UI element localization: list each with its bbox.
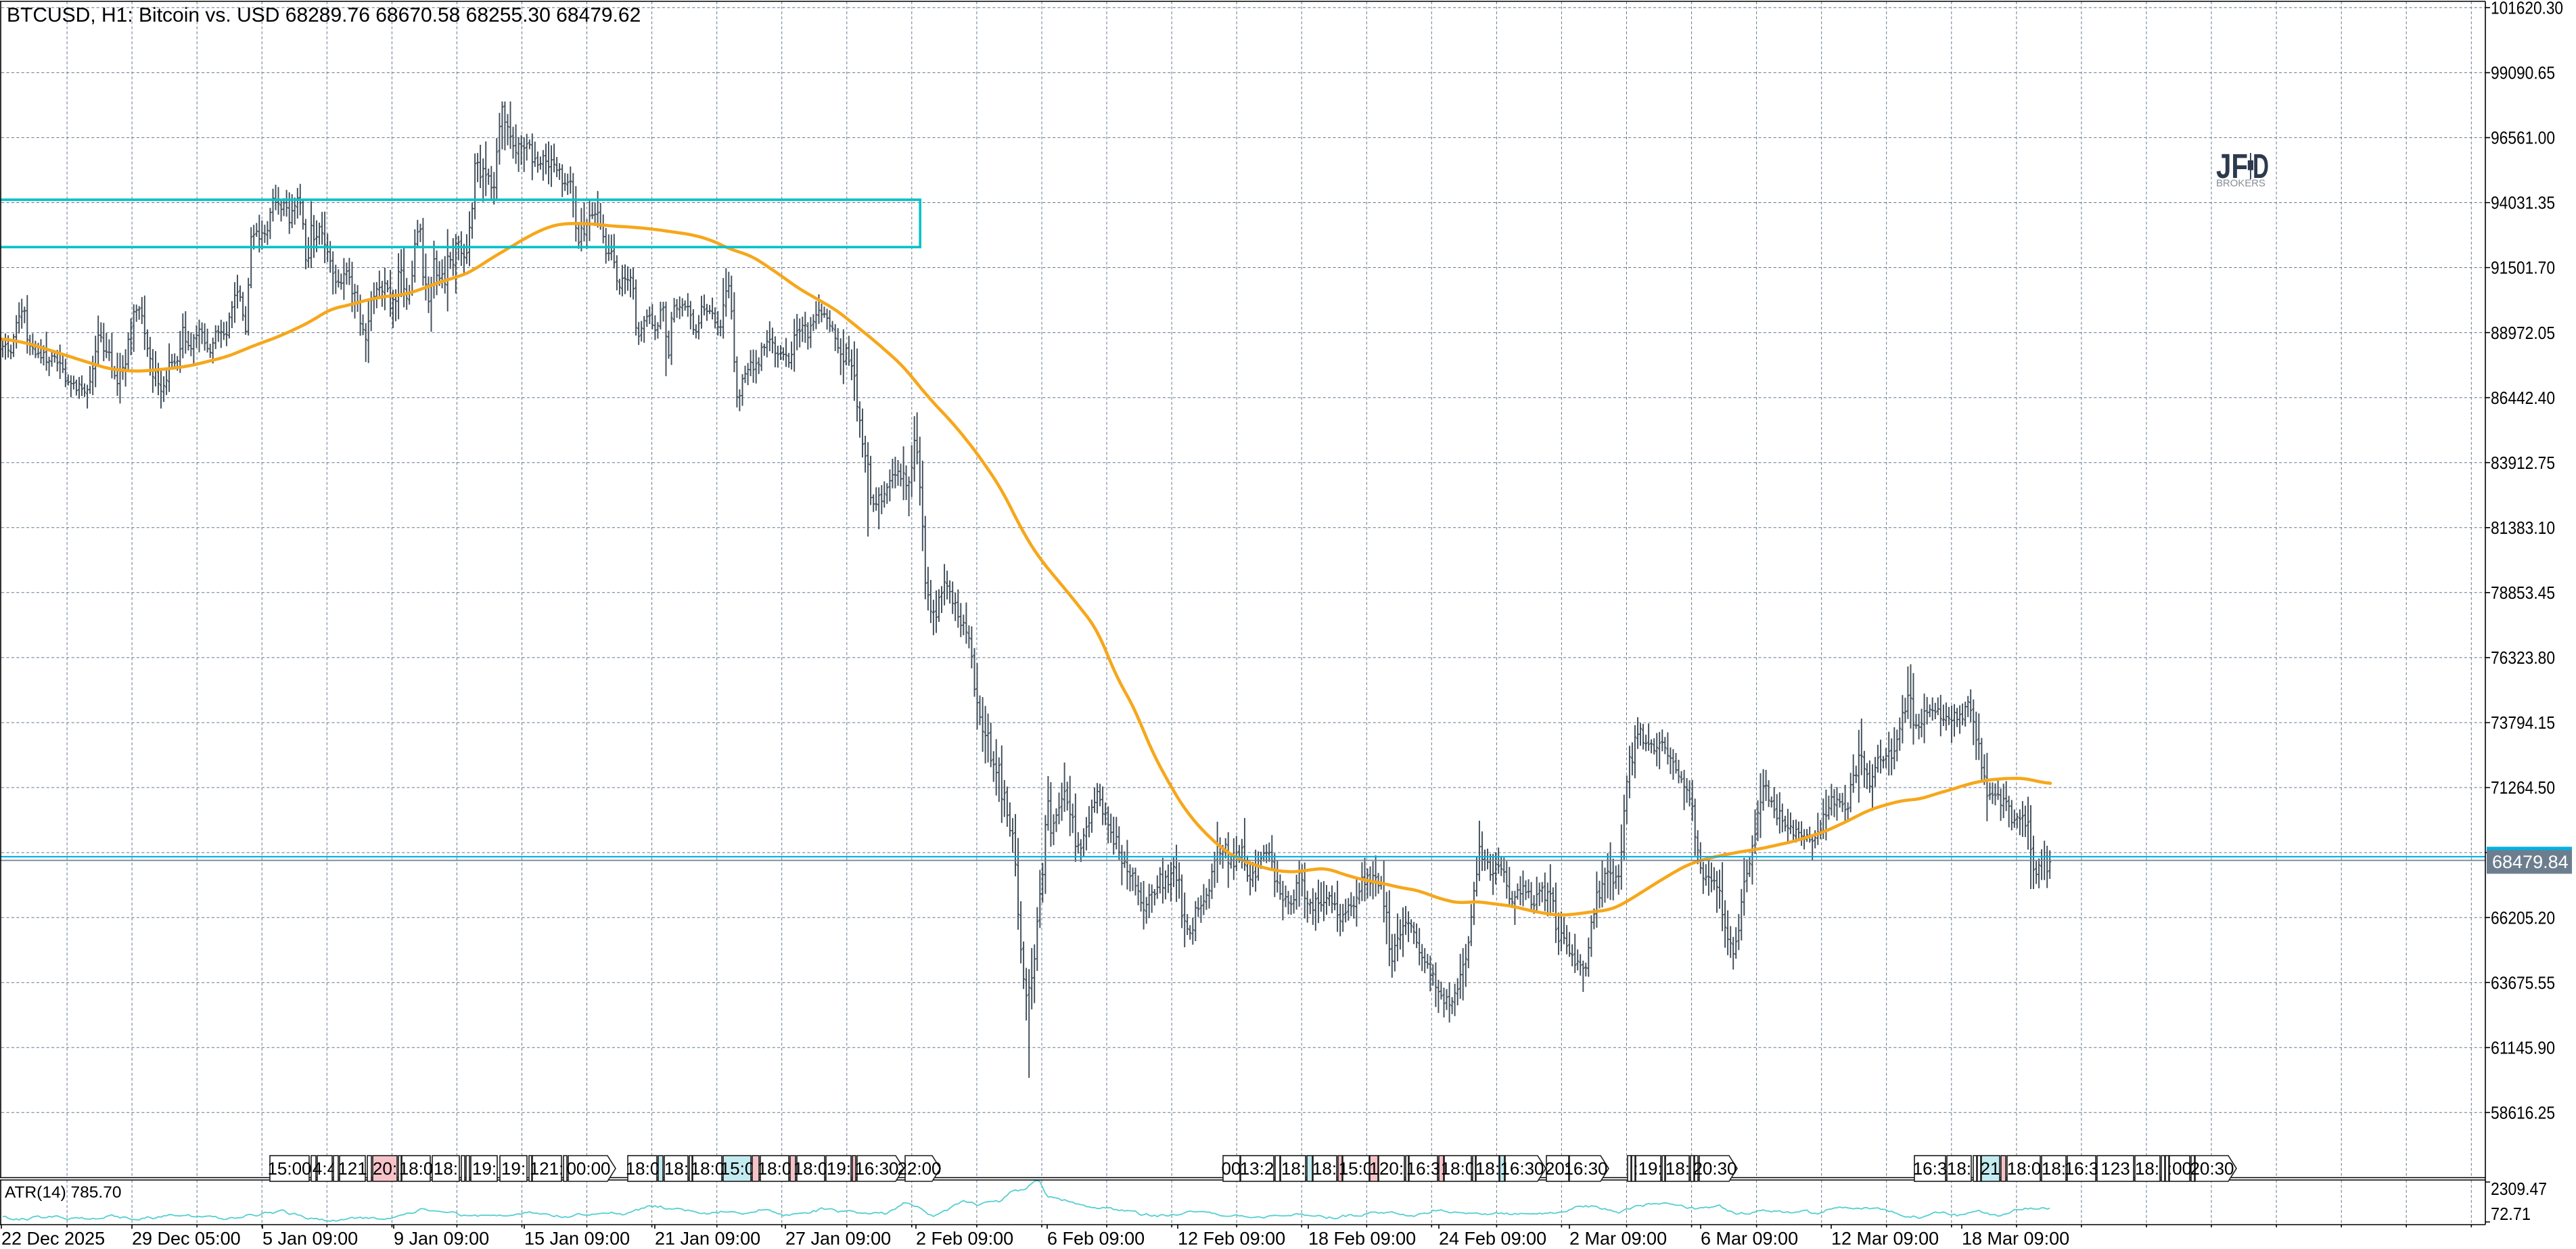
svg-text:21: 21	[1981, 1158, 2000, 1179]
svg-text:18:: 18:	[2042, 1158, 2066, 1179]
svg-text:16:3: 16:3	[1406, 1158, 1441, 1179]
svg-text:BTCUSD, H1: Bitcoin vs. USD: BTCUSD, H1: Bitcoin vs. USD 68289.76 686…	[7, 4, 641, 26]
svg-text:18:: 18:	[434, 1158, 458, 1179]
svg-text:15:0: 15:0	[1339, 1158, 1373, 1179]
svg-text:63675.55: 63675.55	[2491, 972, 2555, 993]
svg-text:20:: 20:	[1379, 1158, 1404, 1179]
svg-text:18:: 18:	[1312, 1158, 1337, 1179]
svg-text:18 Feb 09:00: 18 Feb 09:00	[1308, 1229, 1416, 1249]
svg-text:2309.47: 2309.47	[2491, 1179, 2547, 1199]
svg-text:18:: 18:	[1947, 1158, 1971, 1179]
svg-text:2 Mar 09:00: 2 Mar 09:00	[1569, 1229, 1667, 1249]
svg-text:121:: 121:	[530, 1158, 564, 1179]
svg-text:JF: JF	[2216, 147, 2248, 185]
svg-text:99090.65: 99090.65	[2491, 63, 2555, 83]
svg-text:2 Feb 09:00: 2 Feb 09:00	[916, 1229, 1013, 1249]
svg-text:78853.45: 78853.45	[2491, 583, 2555, 603]
svg-text:18:: 18:	[664, 1158, 689, 1179]
svg-text:18:: 18:	[1475, 1158, 1500, 1179]
svg-text:91501.70: 91501.70	[2491, 258, 2555, 278]
svg-text:73794.15: 73794.15	[2491, 712, 2555, 733]
svg-text:20:30: 20:30	[2190, 1158, 2234, 1179]
svg-text:18:: 18:	[2135, 1158, 2159, 1179]
svg-text:1: 1	[1369, 1158, 1379, 1179]
svg-text:6 Feb 09:00: 6 Feb 09:00	[1047, 1229, 1145, 1249]
svg-text:ATR(14) 785.70: ATR(14) 785.70	[5, 1183, 122, 1202]
svg-text:101620.30: 101620.30	[2491, 0, 2563, 18]
svg-text:D: D	[2253, 147, 2269, 185]
svg-text:22 Dec 2025: 22 Dec 2025	[1, 1229, 105, 1249]
svg-text:27 Jan 09:00: 27 Jan 09:00	[785, 1229, 891, 1249]
svg-text:20:: 20:	[1545, 1158, 1569, 1179]
svg-text:18:0: 18:0	[399, 1158, 434, 1179]
svg-text:96561.00: 96561.00	[2491, 128, 2555, 148]
svg-text:20:: 20:	[373, 1158, 397, 1179]
svg-text:19:: 19:	[501, 1158, 526, 1179]
svg-text:16:30: 16:30	[854, 1158, 898, 1179]
svg-text:18 Mar 09:00: 18 Mar 09:00	[1962, 1229, 2069, 1249]
svg-text:19:: 19:	[827, 1158, 851, 1179]
svg-text:18:0: 18:0	[2007, 1158, 2042, 1179]
svg-text:18:0: 18:0	[626, 1158, 660, 1179]
svg-text:15 Jan 09:00: 15 Jan 09:00	[524, 1229, 630, 1249]
svg-text:16:30: 16:30	[1563, 1158, 1607, 1179]
svg-text:15:0: 15:0	[720, 1158, 755, 1179]
svg-text:16:3: 16:3	[1913, 1158, 1948, 1179]
svg-text:22:00: 22:00	[897, 1158, 941, 1179]
svg-text:20:30: 20:30	[1693, 1158, 1736, 1179]
svg-text:18:: 18:	[1665, 1158, 1690, 1179]
svg-text:81383.10: 81383.10	[2491, 518, 2555, 538]
svg-text:123: 123	[2100, 1158, 2130, 1179]
svg-text:68479.84: 68479.84	[2492, 852, 2569, 872]
svg-text:58616.25: 58616.25	[2491, 1103, 2555, 1123]
svg-text:88972.05: 88972.05	[2491, 323, 2555, 343]
svg-text::19:: :19:	[1633, 1158, 1662, 1179]
svg-text:12 Feb 09:00: 12 Feb 09:00	[1178, 1229, 1285, 1249]
svg-text:61145.90: 61145.90	[2491, 1038, 2555, 1058]
svg-text:18:: 18:	[1281, 1158, 1306, 1179]
svg-text:BROKERS: BROKERS	[2216, 178, 2268, 189]
svg-text:86442.40: 86442.40	[2491, 388, 2555, 408]
svg-text:4:4: 4:4	[313, 1158, 337, 1179]
svg-text:00:00: 00:00	[566, 1158, 610, 1179]
svg-text:18:0: 18:0	[691, 1158, 725, 1179]
svg-text:83912.75: 83912.75	[2491, 453, 2555, 473]
svg-text:94031.35: 94031.35	[2491, 193, 2555, 213]
svg-text:121: 121	[338, 1158, 367, 1179]
svg-text:19:: 19:	[472, 1158, 497, 1179]
svg-text:29 Dec 05:00: 29 Dec 05:00	[132, 1229, 241, 1249]
svg-text:12 Mar 09:00: 12 Mar 09:00	[1831, 1229, 1939, 1249]
svg-text:18:0: 18:0	[758, 1158, 792, 1179]
svg-text:71264.50: 71264.50	[2491, 777, 2555, 798]
svg-text:16:30: 16:30	[1500, 1158, 1544, 1179]
svg-text:66205.20: 66205.20	[2491, 907, 2555, 928]
svg-text:15:00: 15:00	[267, 1158, 311, 1179]
svg-text:72.71: 72.71	[2491, 1204, 2531, 1224]
svg-text:5 Jan 09:00: 5 Jan 09:00	[262, 1229, 358, 1249]
svg-text::00: :00	[2167, 1158, 2192, 1179]
svg-text:6 Mar 09:00: 6 Mar 09:00	[1701, 1229, 1798, 1249]
svg-text:18:0: 18:0	[794, 1158, 828, 1179]
svg-text:00: 00	[1222, 1158, 1241, 1179]
svg-text:18:0: 18:0	[1441, 1158, 1475, 1179]
svg-text:76323.80: 76323.80	[2491, 648, 2555, 668]
svg-text:9 Jan 09:00: 9 Jan 09:00	[394, 1229, 489, 1249]
svg-text:16:3: 16:3	[2065, 1158, 2099, 1179]
svg-text:13:2: 13:2	[1240, 1158, 1274, 1179]
svg-text:21 Jan 09:00: 21 Jan 09:00	[655, 1229, 760, 1249]
svg-text:24 Feb 09:00: 24 Feb 09:00	[1439, 1229, 1546, 1249]
